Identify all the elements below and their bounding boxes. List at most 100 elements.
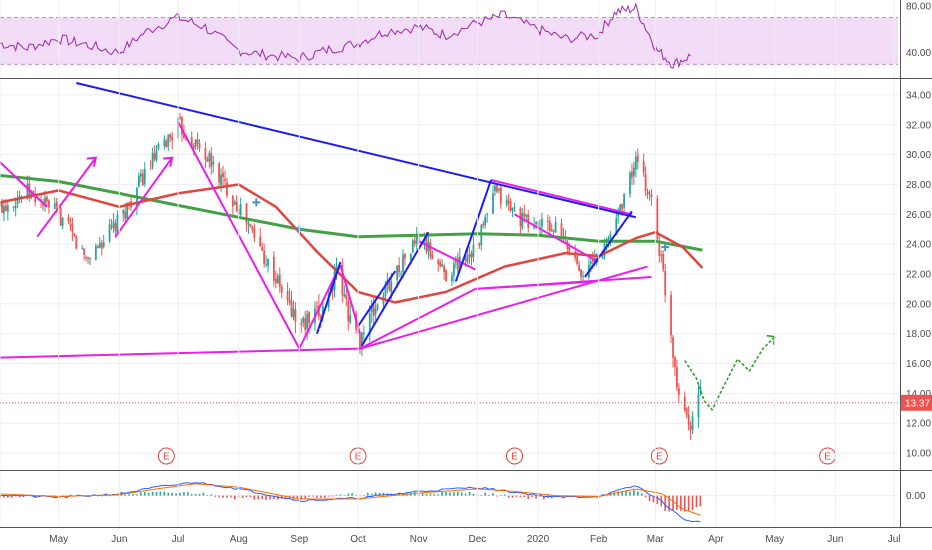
macd-hist-bar xyxy=(539,495,541,497)
candle-body xyxy=(272,256,275,281)
price-tick-label: 20.00 xyxy=(906,299,931,310)
candle-body xyxy=(327,294,330,308)
candle-body xyxy=(554,222,557,233)
macd-hist-bar xyxy=(171,493,173,496)
trendline-magenta xyxy=(359,265,648,350)
candle-body xyxy=(650,194,653,197)
candle-body xyxy=(466,254,469,263)
candle-body xyxy=(509,201,512,211)
price-tick-label: 16.00 xyxy=(906,359,931,370)
candle-body xyxy=(149,168,152,170)
candle-body xyxy=(261,247,264,251)
macd-hist-bar xyxy=(316,495,318,498)
candle-body xyxy=(370,305,373,312)
macd-tick-label: 0.00 xyxy=(906,491,926,502)
macd-hist-bar xyxy=(488,494,490,496)
candle-body xyxy=(94,245,97,260)
macd-hist-bar xyxy=(257,495,260,500)
candle-body xyxy=(374,308,377,315)
candle-body xyxy=(546,220,549,222)
candle-body xyxy=(220,174,222,185)
candle-body xyxy=(478,243,481,246)
candle-body xyxy=(470,252,473,259)
candle-body xyxy=(319,316,322,318)
candle-body xyxy=(484,217,487,226)
macd-hist-bar xyxy=(347,493,350,496)
candle-body xyxy=(292,308,295,318)
candle-body xyxy=(44,197,46,206)
macd-hist-bar xyxy=(445,492,447,496)
candle-body xyxy=(409,253,412,260)
macd-hist-bar xyxy=(226,495,228,498)
trendline-magenta xyxy=(359,288,476,350)
candle-body xyxy=(46,196,48,202)
candle-body xyxy=(61,217,64,226)
macd-hist-bar xyxy=(136,494,138,496)
candle-body xyxy=(468,254,471,257)
candle-body xyxy=(286,291,289,300)
macd-hist-bar xyxy=(179,492,181,496)
rsi-band xyxy=(0,17,898,65)
macd-hist-bar xyxy=(441,491,443,496)
candle-body xyxy=(81,247,84,249)
macd-hist-bar xyxy=(449,492,451,496)
candle-body xyxy=(114,223,117,231)
macd-hist-bar xyxy=(128,494,130,496)
candle-body xyxy=(431,255,434,259)
macd-hist-bar xyxy=(167,492,170,496)
macd-hist-bar xyxy=(304,495,307,500)
macd-hist-bar xyxy=(323,495,326,498)
candle-body xyxy=(464,258,467,261)
candle-body xyxy=(280,286,283,293)
macd-hist-bar xyxy=(617,491,620,496)
trendline-blue xyxy=(315,261,342,335)
macd-hist-bar xyxy=(437,494,440,496)
macd-hist-bar xyxy=(531,495,533,497)
candle-body xyxy=(267,258,269,266)
candle-body xyxy=(632,167,635,176)
candle-body xyxy=(304,318,307,331)
macd-hist-bar xyxy=(269,495,271,500)
macd-hist-bar xyxy=(578,495,580,499)
candle-body xyxy=(390,281,393,293)
candle-body xyxy=(294,309,297,322)
macd-hist-bar xyxy=(335,494,338,496)
candle-body xyxy=(664,270,667,296)
candle-body xyxy=(623,194,626,208)
candle-body xyxy=(636,155,639,163)
candle-body xyxy=(499,187,502,204)
trendline-magenta xyxy=(114,157,173,238)
macd-hist-bar xyxy=(629,491,631,496)
candle-body xyxy=(26,183,29,200)
macd-hist-bar xyxy=(695,495,698,508)
candle-body xyxy=(73,233,76,237)
candle-body xyxy=(14,205,17,209)
macd-hist-bar xyxy=(230,495,232,498)
x-tick-label: Oct xyxy=(350,534,366,545)
price-tick-label: 30.00 xyxy=(906,150,931,161)
candle-body xyxy=(102,242,105,247)
candle-body xyxy=(507,200,510,203)
candle-body xyxy=(646,191,649,195)
candle-body xyxy=(75,236,78,249)
macd-hist-bar xyxy=(351,493,353,496)
candle-body xyxy=(494,185,496,192)
macd-hist-bar xyxy=(425,493,428,496)
macd-hist-bar xyxy=(273,495,275,500)
trendline-magenta xyxy=(0,347,361,359)
candle-body xyxy=(138,175,140,187)
trendline-magenta xyxy=(0,161,48,208)
candle-body xyxy=(151,152,154,168)
candle-body xyxy=(98,243,101,249)
candle-body xyxy=(300,322,303,325)
candle-body xyxy=(388,279,391,291)
candle-body xyxy=(619,204,622,213)
candle-body xyxy=(235,201,238,211)
macd-hist-bar xyxy=(7,495,9,498)
macd-hist-bar xyxy=(453,492,455,496)
candle-body xyxy=(411,240,414,253)
candle-body xyxy=(263,250,266,264)
candle-body xyxy=(398,265,401,273)
candle-body xyxy=(253,228,256,239)
